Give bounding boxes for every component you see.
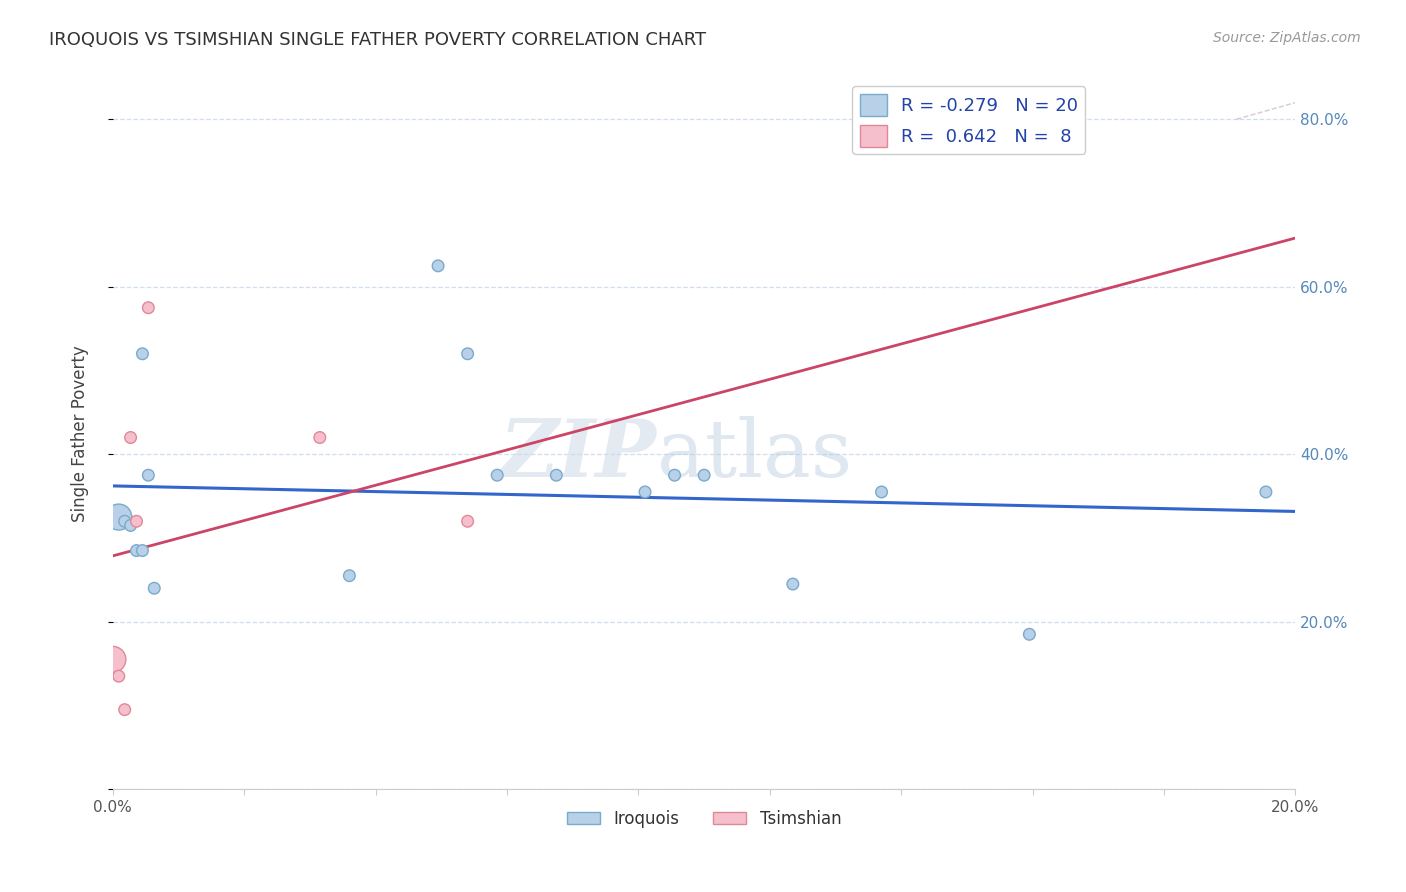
- Point: [107, 510, 129, 524]
- Text: IROQUOIS VS TSIMSHIAN SINGLE FATHER POVERTY CORRELATION CHART: IROQUOIS VS TSIMSHIAN SINGLE FATHER POVE…: [49, 31, 706, 49]
- Point: [101, 652, 124, 666]
- Text: ZIP: ZIP: [501, 416, 657, 493]
- Text: Source: ZipAtlas.com: Source: ZipAtlas.com: [1213, 31, 1361, 45]
- Point: [337, 568, 360, 582]
- Point: [870, 485, 893, 500]
- Y-axis label: Single Father Poverty: Single Father Poverty: [72, 345, 89, 522]
- Point: [486, 468, 509, 483]
- Point: [782, 577, 804, 591]
- Text: atlas: atlas: [657, 416, 852, 493]
- Point: [136, 301, 159, 315]
- Point: [114, 703, 136, 717]
- Point: [427, 259, 450, 273]
- Point: [546, 468, 568, 483]
- Point: [131, 347, 153, 361]
- Point: [120, 518, 142, 533]
- Point: [125, 514, 148, 528]
- Point: [107, 669, 129, 683]
- Point: [457, 514, 479, 528]
- Point: [125, 543, 148, 558]
- Point: [1254, 485, 1277, 500]
- Point: [664, 468, 686, 483]
- Point: [136, 468, 159, 483]
- Point: [120, 430, 142, 444]
- Point: [131, 543, 153, 558]
- Point: [1018, 627, 1040, 641]
- Point: [693, 468, 716, 483]
- Point: [143, 581, 166, 595]
- Point: [308, 430, 330, 444]
- Point: [457, 347, 479, 361]
- Point: [634, 485, 657, 500]
- Point: [114, 514, 136, 528]
- Legend: Iroquois, Tsimshian: Iroquois, Tsimshian: [561, 803, 848, 834]
